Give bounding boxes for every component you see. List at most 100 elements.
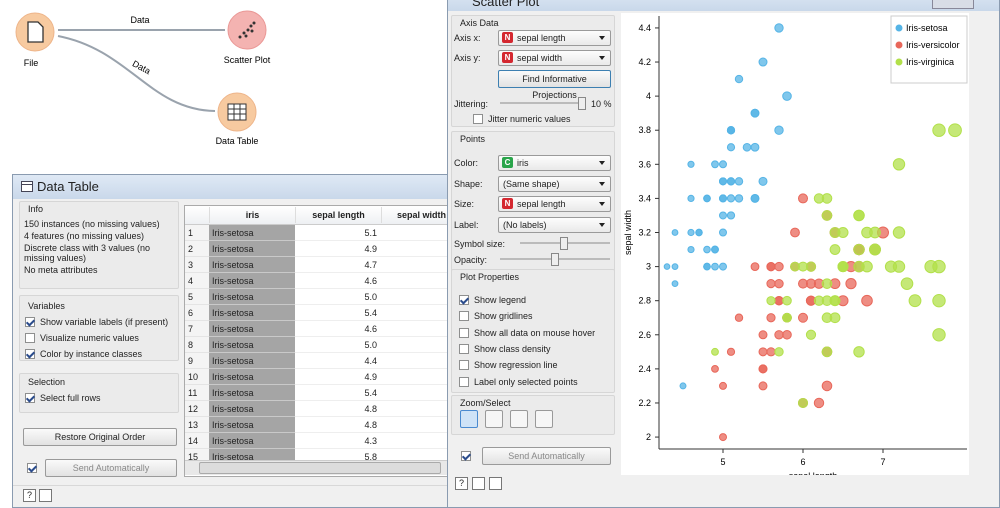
point — [869, 243, 881, 256]
point — [726, 194, 736, 203]
checkbox[interactable] — [461, 451, 471, 461]
window-buttons[interactable] — [932, 0, 974, 9]
checkbox[interactable] — [459, 360, 469, 371]
checkbox[interactable] — [459, 327, 469, 338]
find-projections-button[interactable]: Find Informative Projections — [498, 70, 611, 100]
point — [726, 126, 736, 135]
point — [774, 295, 784, 306]
title-bar: Data Table — [13, 175, 451, 199]
point — [782, 329, 792, 340]
point — [758, 57, 768, 67]
point — [782, 312, 792, 323]
slider-handle[interactable] — [560, 237, 568, 250]
checkbox-label: Show gridlines — [474, 311, 533, 322]
checkbox-label: Show legend — [474, 295, 527, 305]
combo[interactable]: (No labels) — [498, 217, 611, 233]
value-cell: 5.1 — [295, 225, 381, 241]
tool-button[interactable] — [535, 410, 553, 428]
restore-button[interactable]: Restore Original Order — [23, 428, 177, 446]
point — [663, 263, 671, 270]
workflow-canvas: Data Data File Scatter Plot Data Table — [15, 10, 271, 146]
class-cell: Iris-setosa — [209, 321, 295, 337]
point — [853, 243, 865, 256]
point — [813, 193, 825, 204]
point — [813, 397, 825, 409]
y-tick-label: 3 — [646, 262, 651, 272]
checkbox[interactable] — [459, 343, 469, 354]
y-axis-label: sepal width — [623, 210, 633, 255]
checkbox[interactable] — [459, 295, 469, 305]
point — [845, 278, 857, 290]
checkbox[interactable] — [25, 317, 35, 327]
info-line: 150 instances (no missing values) — [24, 219, 160, 229]
row-number: 9 — [185, 353, 209, 369]
combo-label: Size: — [454, 199, 475, 209]
value-cell: 4.4 — [295, 353, 381, 369]
scroll-thumb[interactable] — [199, 462, 441, 474]
info-line: Discrete class with 3 values (no missing… — [24, 243, 151, 263]
combo[interactable]: (Same shape) — [498, 176, 611, 192]
point — [719, 433, 727, 442]
jittering-value: 10 % — [591, 99, 612, 109]
report-button[interactable] — [39, 489, 52, 502]
row-number: 13 — [185, 417, 209, 433]
combo-value: (Same shape) — [503, 179, 560, 189]
point — [719, 381, 727, 390]
x-tick-label: 5 — [720, 457, 725, 467]
help-button[interactable]: ? — [455, 477, 468, 490]
point — [671, 280, 679, 288]
help-button[interactable]: ? — [23, 489, 36, 502]
point — [758, 176, 768, 186]
checkbox[interactable] — [25, 349, 35, 359]
empty-cell — [381, 385, 451, 401]
point — [703, 262, 711, 271]
checkbox[interactable] — [459, 376, 469, 387]
point — [734, 194, 744, 203]
point — [750, 194, 760, 203]
checkbox-label: Color by instance classes — [40, 349, 143, 359]
point — [734, 74, 744, 84]
tool-button[interactable] — [485, 410, 503, 428]
checkbox-label: Select full rows — [40, 393, 101, 403]
camera-button[interactable] — [472, 477, 485, 490]
combo-label: Label: — [454, 220, 479, 230]
legend-swatch — [895, 58, 903, 66]
point — [892, 226, 906, 239]
tool-button[interactable] — [510, 410, 528, 428]
row-number: 5 — [185, 289, 209, 305]
point — [821, 295, 833, 306]
empty-cell — [381, 321, 451, 337]
group-title: Axis Data — [460, 18, 499, 28]
send-button[interactable]: Send Automatically — [482, 447, 611, 465]
point — [719, 262, 727, 271]
checkbox[interactable] — [473, 114, 483, 124]
combo-value: sepal length — [517, 33, 566, 43]
empty-cell — [381, 337, 451, 353]
class-cell: Iris-setosa — [209, 337, 295, 353]
slider-handle[interactable] — [551, 253, 559, 266]
point — [774, 330, 784, 340]
group-title: Plot Properties — [460, 272, 520, 282]
checkbox-label: Show variable labels (if present) — [40, 317, 169, 327]
checkbox[interactable] — [25, 393, 35, 403]
point — [750, 142, 760, 152]
group-title: Selection — [28, 377, 66, 387]
opacity-label: Opacity: — [454, 255, 488, 265]
checkbox[interactable] — [25, 333, 35, 343]
tool-button[interactable] — [460, 410, 478, 428]
combo-label: Color: — [454, 158, 479, 168]
point — [798, 193, 808, 204]
slider-handle[interactable] — [578, 97, 586, 110]
point — [837, 261, 849, 273]
send-button[interactable]: Send Automatically — [45, 459, 177, 477]
checkbox[interactable] — [459, 311, 469, 322]
checkbox[interactable] — [27, 463, 37, 473]
report-button[interactable] — [489, 477, 502, 490]
table: iris sepal length sepal width 1 Iris-setosa 5… — [184, 205, 451, 477]
y-tick-label: 2.8 — [638, 296, 651, 306]
